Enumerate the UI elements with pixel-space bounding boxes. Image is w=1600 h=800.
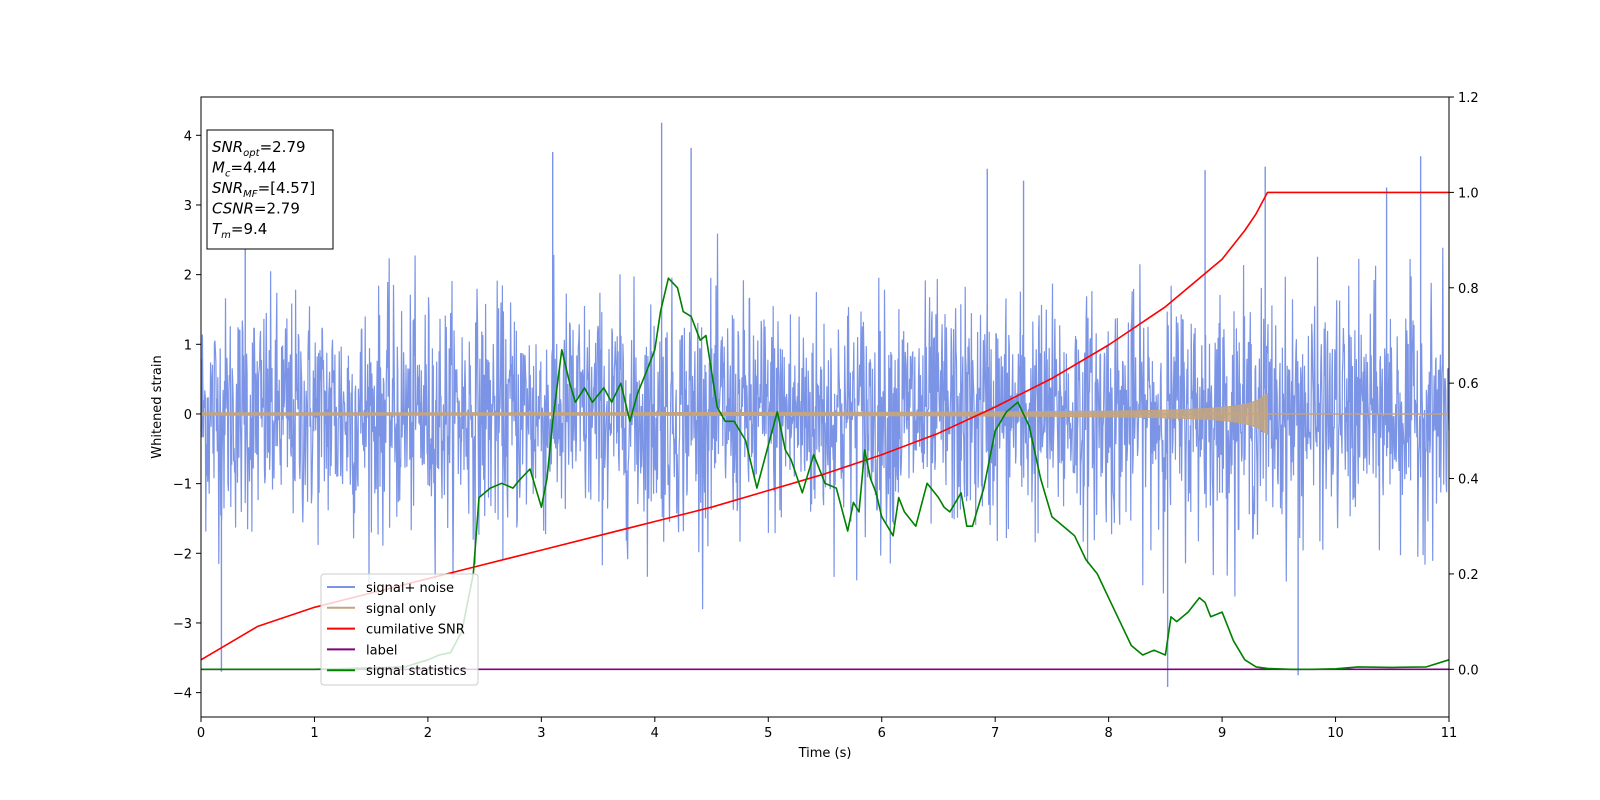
y-tick-label: −1 (173, 478, 192, 493)
x-tick-label: 4 (651, 726, 659, 741)
y-tick-label: −4 (173, 687, 192, 702)
y-tick-label: −3 (173, 617, 192, 632)
y-tick-label: 3 (184, 199, 192, 214)
x-tick-label: 7 (991, 726, 999, 741)
series-signal-noise (200, 233, 1450, 610)
info-line: SNRMF=[4.57] (212, 179, 315, 200)
y-tick-label: 0 (184, 408, 192, 423)
y2-tick-label: 0.4 (1458, 473, 1479, 488)
x-axis: 0 1 2 3 4 5 6 7 8 9 10 11 (197, 717, 1457, 741)
series-signal-statistics (201, 277, 1450, 671)
y2-tick-label: 0.6 (1458, 377, 1479, 392)
legend: signal+ noise signal only cumilative SNR la… (320, 573, 479, 686)
y2-tick-label: 0.0 (1458, 663, 1479, 678)
legend-frame (320, 573, 479, 686)
x-tick-label: 6 (878, 726, 886, 741)
y-axis-title: Whitened strain (150, 355, 165, 458)
y2-tick-label: 1.0 (1458, 186, 1479, 201)
x-tick-label: 9 (1218, 726, 1226, 741)
y-tick-label: 1 (184, 338, 192, 353)
y2-tick-label: 0.2 (1458, 568, 1479, 583)
legend-label: label (366, 643, 397, 658)
x-tick-label: 8 (1104, 726, 1112, 741)
x-tick-label: 5 (764, 726, 772, 741)
legend-label: signal only (366, 602, 436, 617)
y-tick-label: −2 (173, 547, 192, 562)
x-tick-label: 10 (1327, 726, 1344, 741)
y-tick-label: 2 (184, 269, 192, 284)
y2-tick-label: 0.8 (1458, 282, 1479, 297)
y-axis-left: −4 −3 −2 −1 0 1 2 3 4 (173, 129, 201, 702)
legend-label: signal+ noise (366, 581, 454, 596)
info-line: CSNR=2.79 (212, 200, 300, 218)
y2-tick-label: 1.2 (1458, 91, 1479, 106)
x-tick-label: 1 (310, 726, 318, 741)
info-line: Tm=9.4 (212, 220, 267, 241)
x-tick-label: 3 (537, 726, 545, 741)
x-tick-label: 2 (424, 726, 432, 741)
x-tick-label: 0 (197, 726, 205, 741)
legend-label: signal statistics (366, 664, 467, 679)
info-box-frame (206, 129, 334, 250)
info-line: Mc=4.44 (212, 159, 276, 180)
info-line: SNRopt=2.79 (212, 138, 306, 159)
y-axis-right: 0.0 0.2 0.4 0.6 0.8 1.0 1.2 (1449, 91, 1479, 678)
axes-frame (200, 96, 1450, 718)
x-axis-title: Time (s) (798, 746, 852, 761)
legend-label: cumilative SNR (366, 623, 465, 638)
y-tick-label: 4 (184, 129, 192, 144)
x-tick-label: 11 (1441, 726, 1458, 741)
